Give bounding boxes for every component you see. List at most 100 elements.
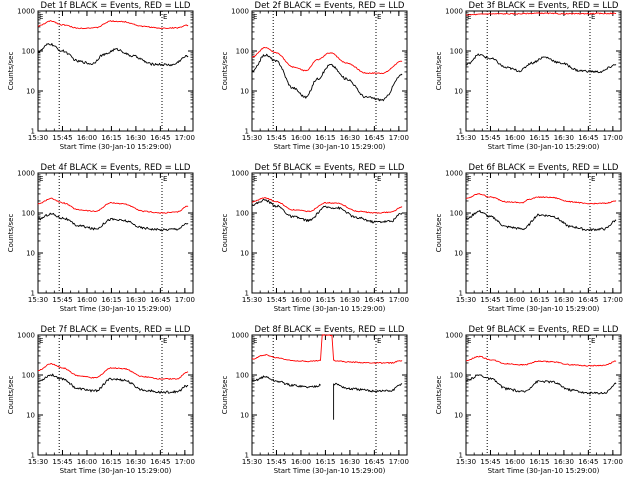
x-tick-label: 16:15 bbox=[529, 134, 549, 142]
x-tick-label: 15:30 bbox=[28, 458, 48, 466]
series-events-black bbox=[465, 53, 617, 74]
y-tick-label: 1 bbox=[459, 452, 463, 460]
x-tick-label: 16:15 bbox=[101, 458, 121, 466]
series-events-black bbox=[251, 53, 403, 102]
series-events-black bbox=[37, 212, 189, 232]
series-lld-red bbox=[251, 197, 403, 214]
y-tick-label: 10 bbox=[240, 250, 249, 258]
y-tick-label: 1000 bbox=[231, 332, 249, 340]
x-tick-label: 15:30 bbox=[28, 296, 48, 304]
series-events-black bbox=[465, 209, 617, 232]
panel-det-8: Det 8f BLACK = Events, RED = LLD 1 10 100 10… bbox=[221, 325, 409, 475]
panel-det-7: Det 7f BLACK = Events, RED = LLD 1 10 100 10… bbox=[7, 325, 195, 475]
event-marker: E bbox=[467, 13, 471, 21]
event-marker: E bbox=[163, 175, 167, 183]
x-tick-label: 16:30 bbox=[340, 134, 360, 142]
panel-det-4: Det 4f BLACK = Events, RED = LLD 1 10 100 10… bbox=[7, 163, 195, 313]
x-tick-label: 16:30 bbox=[554, 134, 574, 142]
x-tick-label: 16:30 bbox=[340, 458, 360, 466]
x-tick-label: 16:15 bbox=[315, 296, 335, 304]
x-tick-label: 17:00 bbox=[175, 458, 195, 466]
event-marker: E bbox=[591, 337, 595, 345]
y-tick-label: 10 bbox=[454, 250, 463, 258]
series-lld-red bbox=[465, 12, 617, 16]
plot-frame bbox=[251, 10, 408, 132]
y-axis-label: Counts/sec bbox=[221, 214, 229, 253]
x-tick-label: 16:00 bbox=[505, 458, 525, 466]
y-tick-label: 1000 bbox=[231, 170, 249, 178]
x-axis-label: Start Time (30-Jan-10 15:29:00) bbox=[488, 305, 600, 313]
y-tick-label: 10 bbox=[240, 412, 249, 420]
y-axis-label: Counts/sec bbox=[435, 214, 443, 253]
series-lld-red bbox=[465, 355, 617, 367]
plot-frame bbox=[465, 172, 622, 294]
x-tick-label: 15:45 bbox=[480, 296, 500, 304]
y-tick-label: 100 bbox=[450, 210, 463, 218]
panel-det-1: Det 1f BLACK = Events, RED = LLD 1 10 100 10… bbox=[7, 1, 195, 151]
y-tick-label: 100 bbox=[22, 48, 35, 56]
y-tick-label: 10 bbox=[26, 412, 35, 420]
event-marker: E bbox=[467, 175, 471, 183]
x-tick-label: 16:15 bbox=[529, 458, 549, 466]
y-tick-label: 100 bbox=[22, 372, 35, 380]
series-events-black bbox=[38, 373, 189, 394]
x-tick-label: 15:45 bbox=[52, 296, 72, 304]
x-tick-label: 16:00 bbox=[77, 296, 97, 304]
y-tick-label: 100 bbox=[450, 48, 463, 56]
plot-frame bbox=[465, 334, 622, 456]
y-tick-label: 10 bbox=[454, 88, 463, 96]
x-tick-label: 16:45 bbox=[364, 296, 384, 304]
x-axis-label: Start Time (30-Jan-10 15:29:00) bbox=[274, 143, 386, 151]
x-tick-label: 16:00 bbox=[505, 134, 525, 142]
x-tick-label: 17:00 bbox=[389, 458, 409, 466]
panel-det-9: Det 9f BLACK = Events, RED = LLD 1 10 100 10… bbox=[435, 325, 623, 475]
x-tick-label: 15:30 bbox=[456, 458, 476, 466]
y-tick-label: 1 bbox=[245, 290, 249, 298]
x-tick-label: 16:30 bbox=[126, 296, 146, 304]
series-lld-red bbox=[251, 334, 403, 364]
x-tick-label: 15:45 bbox=[480, 134, 500, 142]
y-tick-label: 100 bbox=[450, 372, 463, 380]
event-marker: E bbox=[591, 175, 595, 183]
x-axis-label: Start Time (30-Jan-10 15:29:00) bbox=[274, 305, 386, 313]
y-tick-label: 10 bbox=[26, 88, 35, 96]
x-tick-label: 16:15 bbox=[315, 134, 335, 142]
y-axis-label: Counts/sec bbox=[221, 52, 229, 91]
panel-det-2: Det 2f BLACK = Events, RED = LLD 1 10 100 10… bbox=[221, 1, 409, 151]
y-tick-label: 100 bbox=[22, 210, 35, 218]
y-tick-label: 1000 bbox=[445, 8, 463, 16]
y-axis-label: Counts/sec bbox=[7, 214, 15, 253]
plot-title: Det 8f BLACK = Events, RED = LLD bbox=[255, 325, 405, 335]
plot-frame bbox=[251, 172, 408, 294]
plot-title: Det 4f BLACK = Events, RED = LLD bbox=[41, 163, 191, 173]
x-tick-label: 16:00 bbox=[505, 296, 525, 304]
y-tick-label: 100 bbox=[236, 372, 249, 380]
y-tick-label: 10 bbox=[240, 88, 249, 96]
series-events-black bbox=[251, 375, 403, 420]
x-tick-label: 17:00 bbox=[175, 296, 195, 304]
plot-title: Det 7f BLACK = Events, RED = LLD bbox=[41, 325, 191, 335]
x-tick-label: 15:45 bbox=[52, 458, 72, 466]
plot-title: Det 3f BLACK = Events, RED = LLD bbox=[469, 1, 619, 11]
plot-frame bbox=[37, 172, 194, 294]
event-marker: E bbox=[163, 13, 167, 21]
y-axis-label: Counts/sec bbox=[435, 376, 443, 415]
x-tick-label: 16:45 bbox=[150, 458, 170, 466]
panel-det-3: Det 3f BLACK = Events, RED = LLD 1 10 100 10… bbox=[435, 1, 623, 151]
x-tick-label: 17:00 bbox=[389, 134, 409, 142]
y-tick-label: 1 bbox=[31, 128, 35, 136]
series-lld-red bbox=[37, 20, 189, 30]
plot-frame bbox=[251, 334, 408, 456]
x-tick-label: 16:45 bbox=[578, 458, 598, 466]
y-tick-label: 1000 bbox=[445, 332, 463, 340]
plot-title: Det 2f BLACK = Events, RED = LLD bbox=[255, 1, 405, 11]
x-tick-label: 16:00 bbox=[291, 296, 311, 304]
y-tick-label: 1000 bbox=[445, 170, 463, 178]
event-marker: E bbox=[591, 13, 595, 21]
event-marker: E bbox=[39, 337, 43, 345]
x-tick-label: 16:15 bbox=[529, 296, 549, 304]
y-tick-label: 1000 bbox=[17, 8, 35, 16]
y-tick-label: 100 bbox=[236, 210, 249, 218]
x-tick-label: 15:30 bbox=[456, 296, 476, 304]
x-tick-label: 16:30 bbox=[126, 134, 146, 142]
